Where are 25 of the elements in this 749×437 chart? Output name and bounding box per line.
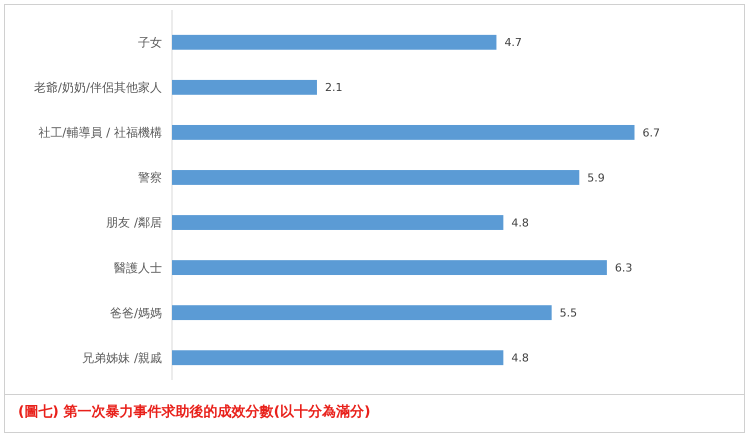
- y-tick-label: 爸爸/媽媽: [110, 306, 162, 320]
- bar: [172, 350, 504, 366]
- data-label: 6.3: [614, 261, 632, 274]
- bar: [172, 80, 317, 95]
- data-label: 4.8: [511, 352, 529, 365]
- y-tick-label: 醫護人士: [114, 260, 162, 275]
- data-label: 5.9: [587, 171, 605, 184]
- text: (圖七) 第一次暴力事件求助後的成效分數(以十分為滿分): [18, 404, 370, 420]
- data-label: 4.7: [504, 36, 522, 50]
- bar: [172, 170, 580, 185]
- data-label: 5.5: [560, 306, 578, 320]
- y-tick-label: 老爺/奶奶/伴侶其他家人: [34, 80, 162, 95]
- data-label: 6.7: [642, 126, 660, 140]
- y-tick-label: 警察: [138, 170, 162, 185]
- bar: [172, 305, 552, 320]
- bar: [172, 34, 496, 50]
- y-tick-label: 朋友 /鄰居: [106, 216, 162, 230]
- y-tick-label: 兄弟姊妹 /親戚: [82, 350, 162, 365]
- bar: [172, 215, 504, 230]
- bar: [172, 260, 607, 276]
- bar: [172, 124, 634, 140]
- y-tick-label: 子女: [138, 36, 162, 50]
- data-label: 2.1: [324, 81, 342, 94]
- data-label: 4.8: [511, 216, 529, 230]
- y-tick-label: 社工/輔導員 / 社福機構: [38, 126, 162, 140]
